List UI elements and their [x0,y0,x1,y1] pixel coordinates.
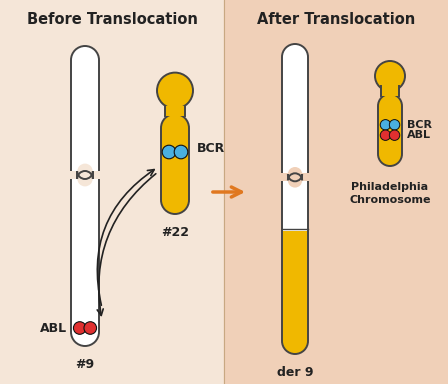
Ellipse shape [71,318,99,346]
Text: Philadelphia
Chromosome: Philadelphia Chromosome [349,182,431,205]
Bar [288,174,302,180]
FancyArrowPatch shape [97,170,154,305]
Ellipse shape [161,186,189,214]
Bar [282,229,308,341]
Text: BCR: BCR [197,141,225,154]
Ellipse shape [375,61,405,91]
Ellipse shape [380,130,391,141]
Bar [224,0,448,384]
Bar [69,171,101,179]
Ellipse shape [288,167,302,181]
Ellipse shape [71,46,99,74]
Bar [165,106,185,116]
FancyArrowPatch shape [97,174,156,315]
Ellipse shape [174,145,188,159]
Ellipse shape [157,73,193,109]
Ellipse shape [380,119,391,130]
Bar [282,227,308,231]
Ellipse shape [78,171,93,186]
Ellipse shape [389,130,400,141]
Text: BCR: BCR [407,120,432,130]
Ellipse shape [84,322,97,334]
Bar [78,171,93,179]
Text: Before Translocation: Before Translocation [26,12,198,27]
Ellipse shape [78,164,93,179]
Text: #9: #9 [75,358,95,371]
Ellipse shape [378,142,402,166]
Ellipse shape [389,119,400,130]
Ellipse shape [162,145,176,159]
Bar [282,57,308,229]
Bar [280,173,310,181]
Bar [378,106,402,154]
Bar [0,0,224,384]
Ellipse shape [288,173,302,188]
Text: der 9: der 9 [277,366,313,379]
Ellipse shape [282,44,308,70]
Ellipse shape [282,328,308,354]
Text: #22: #22 [161,226,189,239]
Text: ABL: ABL [407,130,431,140]
Ellipse shape [161,114,189,142]
Ellipse shape [73,322,86,334]
Bar [381,86,399,96]
Text: After Translocation: After Translocation [257,12,415,27]
Bar [161,128,189,200]
Bar [71,60,99,332]
Ellipse shape [378,94,402,118]
Text: ABL: ABL [40,321,67,334]
